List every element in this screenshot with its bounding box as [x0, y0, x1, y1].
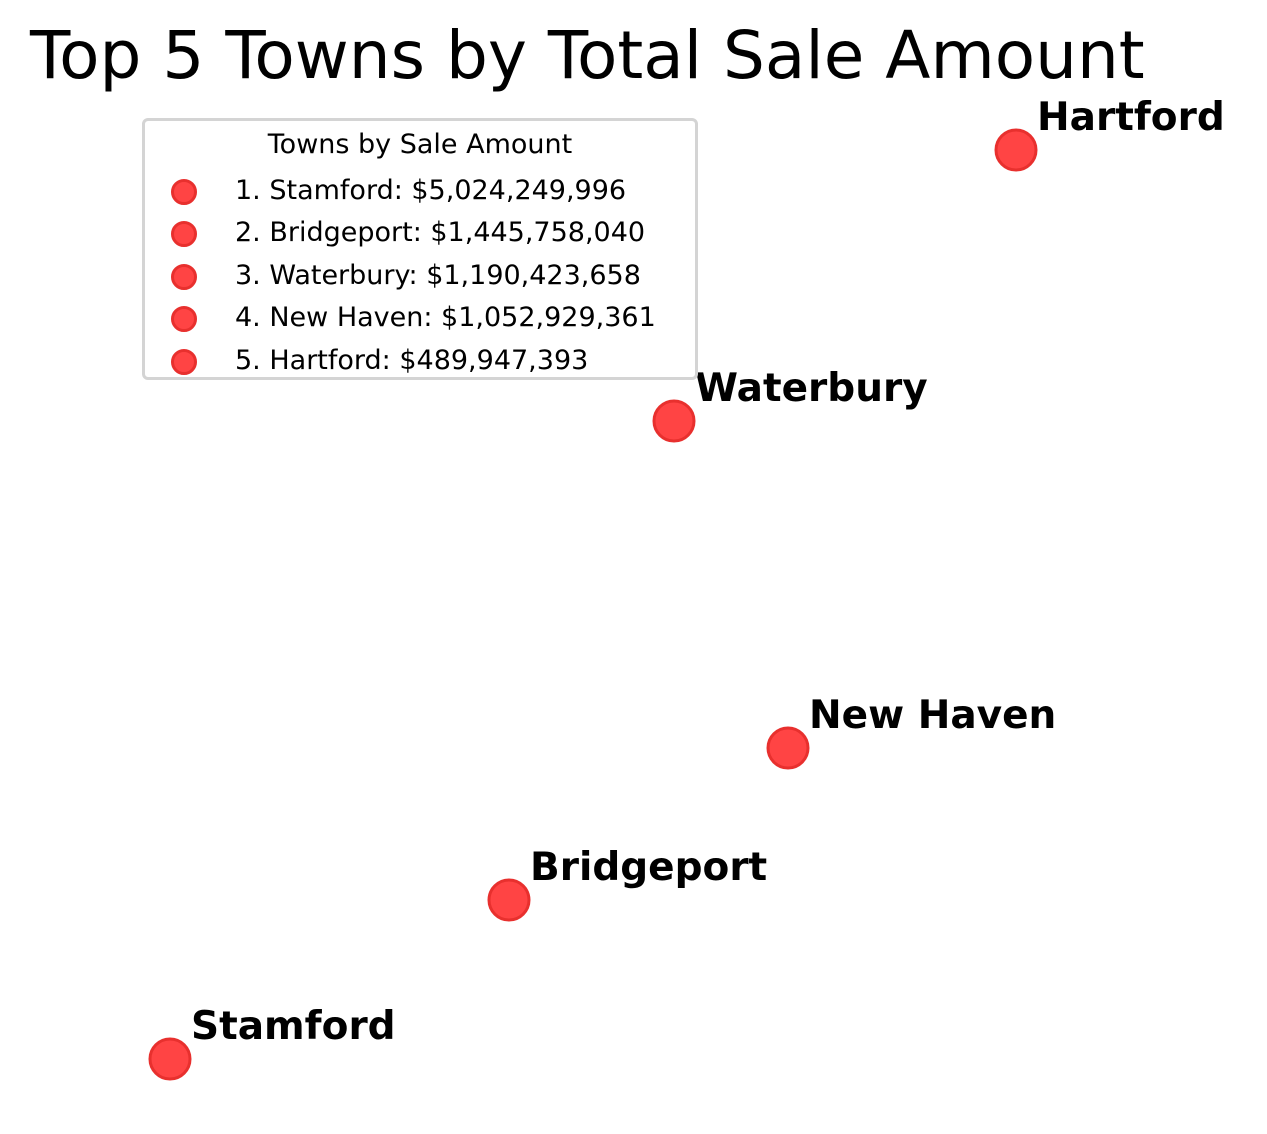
point-waterbury [652, 399, 696, 443]
legend-marker-icon [171, 306, 197, 332]
point-hartford [994, 128, 1038, 172]
point-label-hartford: Hartford [1037, 95, 1225, 140]
point-label-bridgeport: Bridgeport [530, 845, 767, 890]
legend-entry-label: 1. Stamford: $5,024,249,996 [235, 175, 627, 206]
chart-title: Top 5 Towns by Total Sale Amount [30, 17, 1145, 94]
legend-entry-label: 3. Waterbury: $1,190,423,658 [235, 260, 641, 291]
legend: Towns by Sale Amount 1. Stamford: $5,024… [142, 118, 698, 380]
legend-marker-icon [171, 221, 197, 247]
point-label-waterbury: Waterbury [695, 366, 928, 411]
legend-entry-label: 4. New Haven: $1,052,929,361 [235, 302, 656, 333]
point-stamford [148, 1037, 192, 1081]
legend-entry-hartford: 5. Hartford: $489,947,393 [145, 345, 695, 379]
legend-entry-label: 5. Hartford: $489,947,393 [235, 345, 589, 376]
legend-entry-bridgeport: 2. Bridgeport: $1,445,758,040 [145, 217, 695, 251]
point-new-haven [766, 726, 810, 770]
legend-marker-icon [171, 349, 197, 375]
point-label-stamford: Stamford [191, 1004, 396, 1049]
point-label-new-haven: New Haven [809, 693, 1056, 738]
legend-marker-icon [171, 264, 197, 290]
legend-entry-waterbury: 3. Waterbury: $1,190,423,658 [145, 260, 695, 294]
legend-marker-icon [171, 179, 197, 205]
legend-entry-label: 2. Bridgeport: $1,445,758,040 [235, 217, 646, 248]
legend-entry-new-haven: 4. New Haven: $1,052,929,361 [145, 302, 695, 336]
point-bridgeport [487, 878, 531, 922]
legend-entry-stamford: 1. Stamford: $5,024,249,996 [145, 175, 695, 209]
legend-title: Towns by Sale Amount [267, 129, 573, 160]
